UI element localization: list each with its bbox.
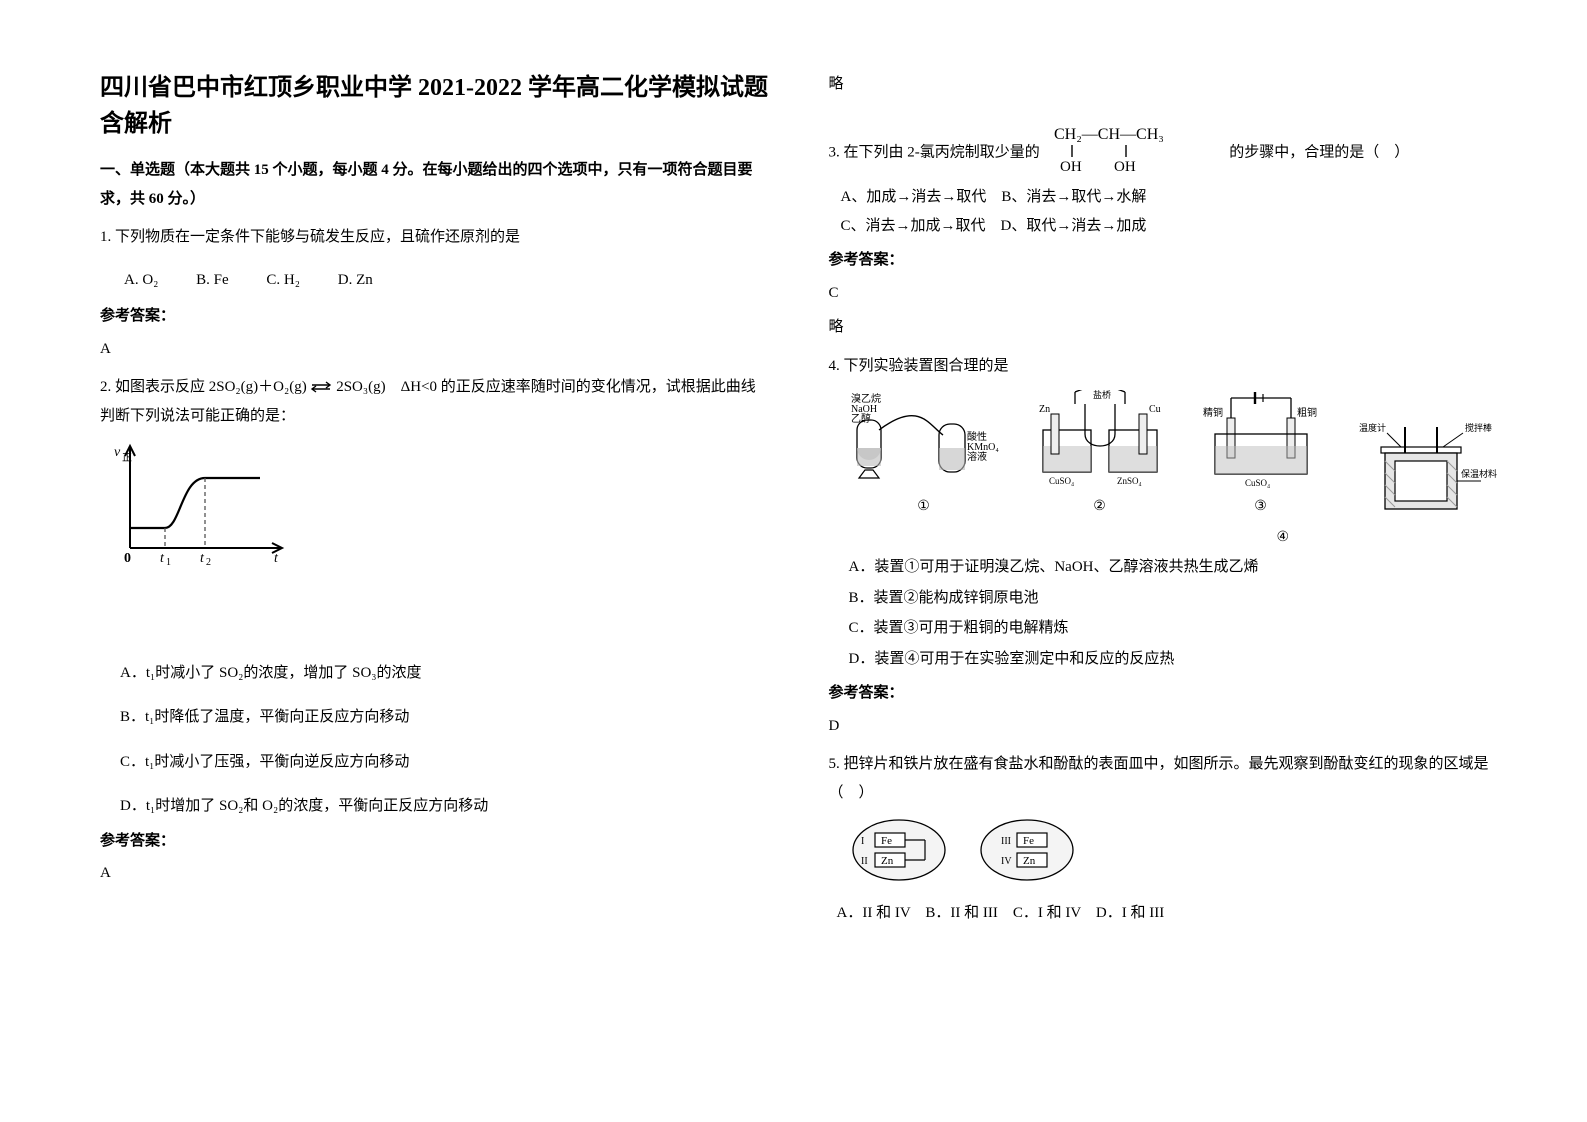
svg-text:t: t (274, 551, 279, 566)
svg-text:溶液: 溶液 (967, 450, 987, 463)
q3-opts-row2: C、消去→加成→取代 D、取代→消去→加成 (841, 212, 1498, 241)
q1-answer: A (100, 335, 769, 364)
q2-opt-c: C．t₁时减小了压强，平衡向逆反应方向移动 (120, 748, 769, 777)
q4-options: A．装置①可用于证明溴乙烷、NaOH、乙醇溶液共热生成乙烯 B．装置②能构成锌铜… (829, 553, 1498, 673)
q2-stem: 2. 如图表示反应 2SO₂(g)＋O₂(g) 2SO₃(g) ΔH<0 的正反… (100, 373, 769, 430)
device-2-cap: ② (1093, 494, 1106, 521)
equilibrium-icon (310, 381, 332, 393)
q2-stem-a: 2. 如图表示反应 2SO₂(g)＋O₂(g) (100, 379, 307, 395)
svg-text:Fe: Fe (881, 835, 892, 847)
svg-text:OH: OH (1114, 159, 1136, 173)
svg-text:搅拌棒: 搅拌棒 (1465, 422, 1492, 433)
svg-text:乙醇: 乙醇 (851, 412, 871, 425)
q4-answer-label: 参考答案： (829, 679, 1498, 708)
device-2: 盐桥 Zn CuSO₄ Cu ZnSO₄ (1035, 390, 1165, 521)
device-1: 溴乙烷 NaOH 乙醇 酸性 KMnO₄ 溶液 ① (849, 390, 999, 521)
q4-opt-a: A．装置①可用于证明溴乙烷、NaOH、乙醇溶液共热生成乙烯 (849, 553, 1498, 582)
svg-text:v: v (114, 445, 121, 460)
device-4: 温度计 搅拌棒 (1357, 421, 1497, 521)
svg-text:t: t (200, 551, 205, 566)
svg-text:精铜: 精铜 (1203, 406, 1223, 419)
q3-answer: C (829, 279, 1498, 308)
svg-text:II: II (861, 856, 868, 867)
q2-rate-graph: v 正 0 t 1 t 2 t (110, 438, 769, 579)
q5-diagrams: Fe I Zn II Fe III Zn IV (849, 815, 1498, 885)
q1-stem: 1. 下列物质在一定条件下能够与硫发生反应，且硫作还原剂的是 (100, 223, 769, 252)
q2-opt-b: B．t₁时降低了温度，平衡向正反应方向移动 (120, 703, 769, 732)
svg-text:OH: OH (1060, 159, 1082, 173)
q5-options: A．II 和 IV B．II 和 III C．I 和 IV D．I 和 III (837, 899, 1498, 928)
page-title: 四川省巴中市红顶乡职业中学 2021-2022 学年高二化学模拟试题含解析 (100, 70, 769, 142)
q1-opt-a: A. O₂ (124, 266, 158, 295)
q1-opt-d: D. Zn (338, 266, 373, 295)
svg-text:Fe: Fe (1023, 835, 1034, 847)
q1-opt-b: B. Fe (196, 266, 229, 295)
q3-answer-label: 参考答案： (829, 246, 1498, 275)
svg-text:1: 1 (166, 557, 171, 568)
q3-opts-row1: A、加成→消去→取代 B、消去→取代→水解 (841, 183, 1498, 212)
svg-text:I: I (861, 836, 864, 847)
q3-note: 略 (829, 313, 1498, 342)
question-4: 4. 下列实验装置图合理的是 溴乙烷 NaOH 乙醇 (829, 352, 1498, 741)
q2-opt-d: D．t₁时增加了 SO₂和 O₂的浓度，平衡向正反应方向移动 (120, 792, 769, 821)
q2-answer: A (100, 859, 769, 888)
svg-text:ZnSO₄: ZnSO₄ (1117, 476, 1142, 486)
device-1-cap: ① (917, 494, 930, 521)
svg-text:CuSO₄: CuSO₄ (1049, 476, 1074, 486)
svg-text:粗铜: 粗铜 (1297, 407, 1317, 419)
dish-right: Fe III Zn IV (977, 815, 1077, 885)
device-4-cap: ④ (949, 525, 1587, 552)
svg-text:盐桥: 盐桥 (1093, 390, 1111, 400)
device-3-cap: ③ (1254, 494, 1267, 521)
svg-text:t: t (160, 551, 165, 566)
q1-opt-c: C. H₂ (266, 266, 300, 295)
dish-left: Fe I Zn II (849, 815, 949, 885)
svg-text:III: III (1001, 836, 1011, 847)
q2-options: A．t₁时减小了 SO₂的浓度，增加了 SO₃的浓度 B．t₁时降低了温度，平衡… (100, 659, 769, 821)
question-2: 2. 如图表示反应 2SO₂(g)＋O₂(g) 2SO₃(g) ΔH<0 的正反… (100, 373, 769, 888)
question-3: 3. 在下列由 2-氯丙烷制取少量的 CH₂—CH—CH₃ OH OH 的步骤中… (829, 123, 1498, 342)
q3-stem: 3. 在下列由 2-氯丙烷制取少量的 CH₂—CH—CH₃ OH OH 的步骤中… (829, 123, 1498, 184)
q2-opt-a: A．t₁时减小了 SO₂的浓度，增加了 SO₃的浓度 (120, 659, 769, 688)
q1-options: A. O₂ B. Fe C. H₂ D. Zn (124, 266, 769, 295)
q4-stem: 4. 下列实验装置图合理的是 (829, 352, 1498, 381)
q4-opt-d: D．装置④可用于在实验室测定中和反应的反应热 (849, 645, 1498, 674)
q3-structure: CH₂—CH—CH₃ OH OH (1050, 123, 1220, 184)
q5-stem: 5. 把锌片和铁片放在盛有食盐水和酚酞的表面皿中，如图所示。最先观察到酚酞变红的… (829, 750, 1498, 807)
svg-text:保温材料: 保温材料 (1461, 468, 1497, 479)
q4-opt-c: C．装置③可用于粗铜的电解精炼 (849, 614, 1498, 643)
svg-text:Zn: Zn (881, 855, 894, 867)
svg-text:正: 正 (122, 453, 132, 464)
q1-answer-label: 参考答案： (100, 302, 769, 331)
section-heading: 一、单选题（本大题共 15 个小题，每小题 4 分。在每小题给出的四个选项中，只… (100, 156, 769, 213)
question-5: 5. 把锌片和铁片放在盛有食盐水和酚酞的表面皿中，如图所示。最先观察到酚酞变红的… (829, 750, 1498, 928)
svg-text:Cu: Cu (1149, 404, 1161, 415)
svg-text:Zn: Zn (1039, 404, 1050, 415)
q3-stem-b: 的步骤中，合理的是（ ） (1229, 144, 1409, 160)
svg-text:2: 2 (206, 557, 211, 568)
q2-answer-label: 参考答案： (100, 827, 769, 856)
svg-text:温度计: 温度计 (1359, 422, 1386, 433)
svg-text:Zn: Zn (1023, 855, 1036, 867)
q4-opt-b: B．装置②能构成锌铜原电池 (849, 584, 1498, 613)
svg-text:0: 0 (124, 551, 131, 566)
q4-answer: D (829, 712, 1498, 741)
question-1: 1. 下列物质在一定条件下能够与硫发生反应，且硫作还原剂的是 A. O₂ B. … (100, 223, 769, 363)
continuation-note: 略 (829, 70, 1498, 99)
svg-text:IV: IV (1001, 856, 1012, 867)
svg-text:CuSO₄: CuSO₄ (1245, 478, 1270, 488)
device-3: 精铜 粗铜 CuSO₄ ③ (1201, 390, 1321, 521)
q3-stem-a: 3. 在下列由 2-氯丙烷制取少量的 (829, 144, 1040, 160)
svg-text:CH₂—CH—CH₃: CH₂—CH—CH₃ (1054, 126, 1164, 143)
q4-devices: 溴乙烷 NaOH 乙醇 酸性 KMnO₄ 溶液 ① (849, 390, 1498, 521)
